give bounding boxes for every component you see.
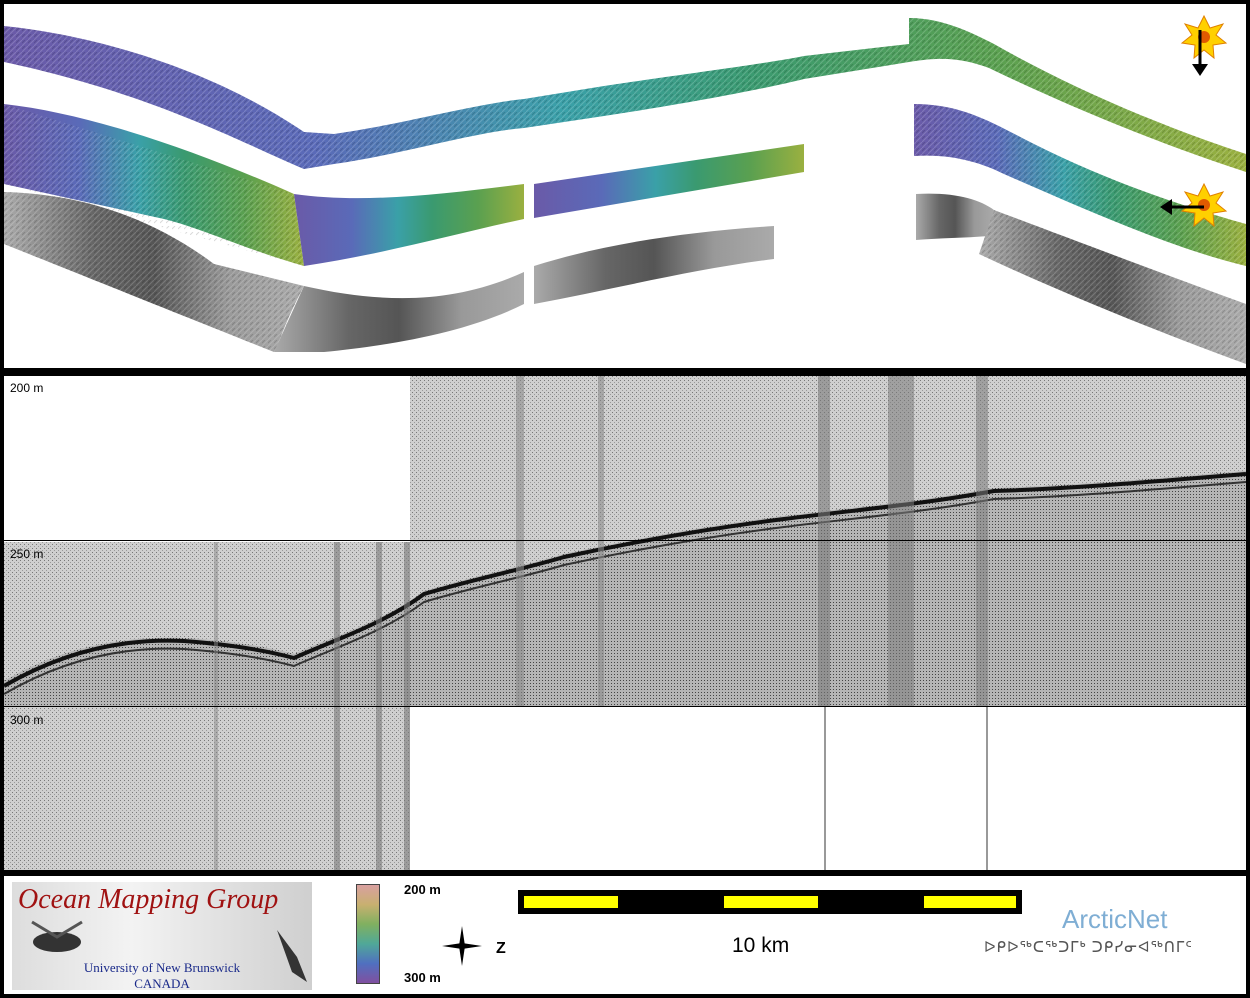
- seismic-profile: [4, 376, 1246, 870]
- north-label: Z: [496, 940, 506, 957]
- sonar-image-icon: [31, 920, 307, 982]
- depth-label-300: 300 m: [10, 713, 44, 727]
- arcticnet-logo: ArcticNet: [1062, 904, 1168, 934]
- depth-gridline-250: [4, 540, 1246, 541]
- depth-label-200: 200 m: [10, 381, 44, 395]
- logo-title: Ocean Mapping Group: [18, 884, 279, 915]
- sun-icon-right: [1160, 182, 1228, 228]
- bathymetry-swath-middle: [4, 104, 1246, 266]
- logo-country: CANADA: [134, 976, 190, 991]
- swath-map: [4, 14, 1246, 364]
- depth-colorbar: [356, 884, 380, 984]
- depth-gridline-300: [4, 706, 1246, 707]
- ocean-mapping-group-logo: Ocean Mapping Group University of New Br…: [12, 882, 312, 991]
- colorbar-top-label: 200 m: [404, 882, 441, 897]
- legend-footer: Ocean Mapping Group University of New Br…: [4, 876, 1246, 994]
- scale-segment: [924, 896, 1016, 908]
- subbottom-profile-panel: 200 m 250 m 300 m: [4, 376, 1246, 870]
- colorbar-bottom-label: 300 m: [404, 970, 441, 985]
- bathymetry-swath-top: [4, 18, 1246, 172]
- scale-label: 10 km: [732, 934, 790, 957]
- scale-bar: [518, 890, 1022, 914]
- backscatter-swath: [4, 192, 1246, 364]
- logo-university: University of New Brunswick: [83, 960, 241, 975]
- scale-segment: [524, 896, 618, 908]
- depth-label-250: 250 m: [10, 547, 44, 561]
- sun-icon-top: [1180, 14, 1228, 76]
- arcticnet-subtitle: ᐅᑭᐅᖅᑕᖅᑐᒥᒃ ᑐᑭᓯᓂᐊᖅᑎᒥᑦ: [984, 939, 1193, 956]
- scale-segment: [724, 896, 818, 908]
- swath-map-panel: [4, 4, 1246, 368]
- north-arrow-icon: [442, 926, 482, 966]
